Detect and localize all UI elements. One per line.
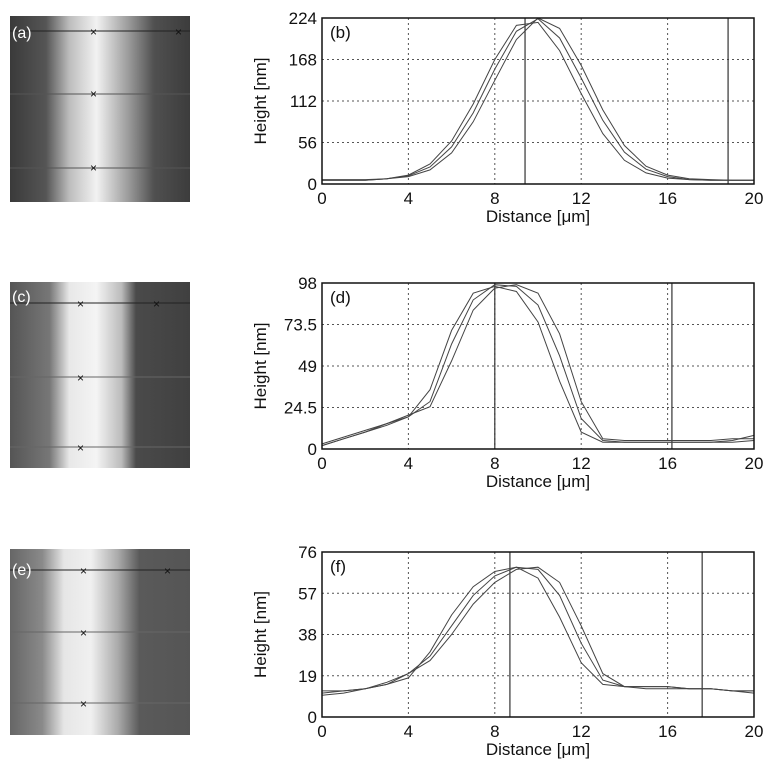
afm-image: × × × × (a) <box>10 16 190 202</box>
svg-text:×: × <box>164 564 171 578</box>
x-tick-label: 0 <box>317 454 326 473</box>
x-tick-label: 20 <box>745 189 764 208</box>
x-tick-label: 12 <box>572 454 591 473</box>
svg-text:×: × <box>90 87 97 101</box>
x-tick-label: 20 <box>745 722 764 741</box>
y-tick-label: 19 <box>298 667 317 686</box>
profile-line <box>322 18 754 181</box>
svg-text:×: × <box>153 297 160 311</box>
plot-frame <box>321 17 755 185</box>
y-tick-label: 38 <box>298 626 317 645</box>
profile-line <box>322 566 754 692</box>
y-tick-label: 49 <box>298 357 317 376</box>
y-axis-label: Height [nm] <box>251 58 270 145</box>
plot-frame <box>321 282 755 450</box>
svg-text:×: × <box>80 564 87 578</box>
svg-text:×: × <box>77 441 84 455</box>
y-tick-label: 56 <box>298 134 317 153</box>
y-tick-label: 24.5 <box>284 399 317 418</box>
x-axis-label: Distance [μm] <box>486 740 590 759</box>
x-tick-label: 20 <box>745 454 764 473</box>
y-axis-label: Height [nm] <box>251 591 270 678</box>
x-tick-label: 16 <box>658 189 677 208</box>
x-tick-label: 4 <box>404 722 413 741</box>
y-tick-label: 76 <box>298 543 317 562</box>
x-axis-label: Distance [μm] <box>486 472 590 491</box>
x-tick-label: 16 <box>658 454 677 473</box>
svg-text:×: × <box>80 697 87 711</box>
chart: 0 56 112 168 224 0 4 8 12 16 20 (b) Distance [μm] Hei… <box>251 9 763 226</box>
plot-frame <box>321 551 755 718</box>
x-tick-label: 8 <box>490 722 499 741</box>
x-axis-label: Distance [μm] <box>486 207 590 226</box>
chart: 0 19 38 57 76 0 4 8 12 16 20 (f) Distance [μm] Height… <box>251 543 763 759</box>
y-tick-label: 0 <box>308 175 317 194</box>
x-tick-label: 8 <box>490 454 499 473</box>
y-tick-label: 168 <box>289 51 317 70</box>
panel-label: (b) <box>330 23 351 42</box>
y-tick-label: 112 <box>290 92 317 111</box>
profile-line <box>321 566 755 696</box>
x-tick-label: 16 <box>658 722 677 741</box>
svg-text:×: × <box>90 161 97 175</box>
panel-label: (a) <box>12 25 32 42</box>
svg-text:×: × <box>175 25 182 39</box>
svg-text:×: × <box>77 371 84 385</box>
y-tick-label: 0 <box>308 440 317 459</box>
x-tick-label: 0 <box>317 722 326 741</box>
x-tick-label: 4 <box>404 454 413 473</box>
y-axis-label: Height [nm] <box>251 323 270 410</box>
chart: 0 24.5 49 73.5 98 0 4 8 12 16 20 (d) Distance [μm] He… <box>251 274 763 491</box>
afm-image: × × × × (c) <box>10 282 190 468</box>
x-tick-label: 8 <box>490 189 499 208</box>
svg-text:×: × <box>77 297 84 311</box>
panel-label: (e) <box>12 562 32 579</box>
x-tick-label: 12 <box>572 189 591 208</box>
y-tick-label: 57 <box>298 584 317 603</box>
y-tick-label: 98 <box>298 274 317 293</box>
y-tick-label: 73.5 <box>284 316 317 335</box>
afm-image: × × × × (e) <box>10 549 190 735</box>
y-tick-label: 224 <box>289 9 317 28</box>
profile-line <box>321 566 754 694</box>
x-tick-label: 4 <box>404 189 413 208</box>
y-tick-label: 0 <box>308 708 317 727</box>
profile-line <box>321 284 754 445</box>
x-tick-label: 12 <box>572 722 591 741</box>
profile-line <box>322 17 754 181</box>
profile-line <box>321 284 755 447</box>
svg-text:×: × <box>90 25 97 39</box>
svg-text:×: × <box>80 626 87 640</box>
panel-label: (f) <box>330 557 346 576</box>
panel-label: (c) <box>12 289 31 306</box>
panel-label: (d) <box>330 288 351 307</box>
x-tick-label: 0 <box>317 189 326 208</box>
